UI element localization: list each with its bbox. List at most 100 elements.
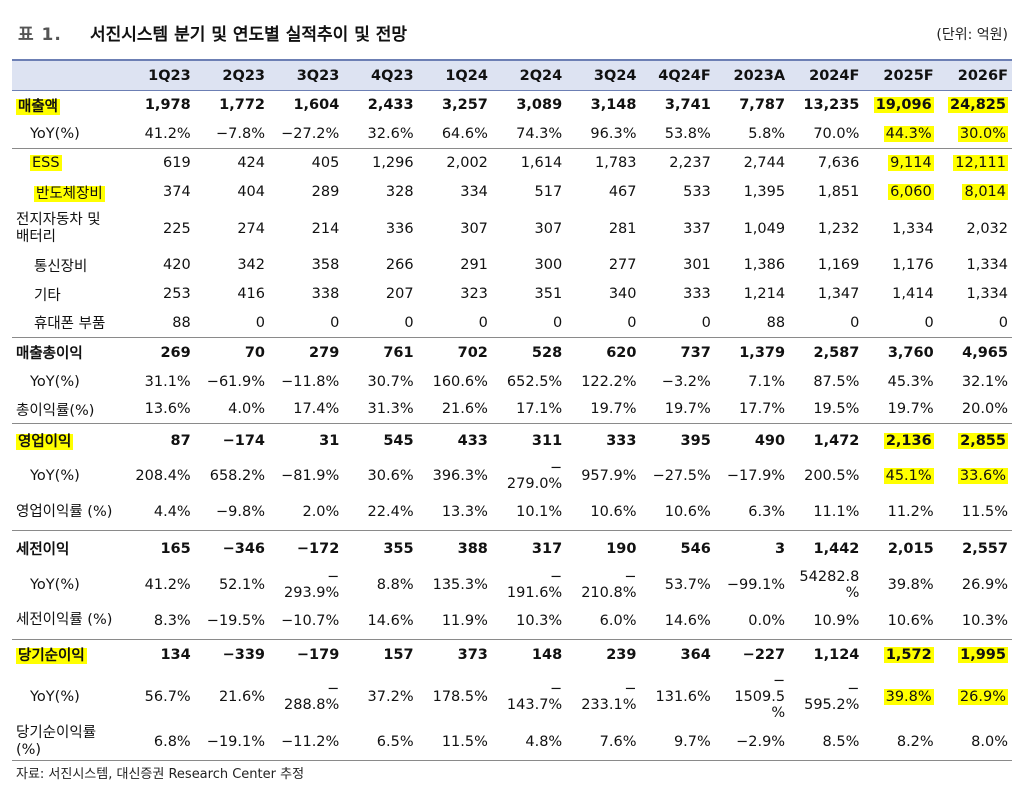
row-label: 영업이익률 (%): [12, 495, 120, 531]
cell-value: 41.2%: [144, 576, 191, 593]
table-row: 세전이익 165 −346 −172 355 388 317 190 546 3 1,442 2,01…: [12, 530, 1012, 567]
value-cell: 301: [641, 251, 715, 280]
cell-value: −346: [222, 540, 266, 557]
value-cell: 8.3%: [120, 603, 194, 640]
cell-value: 1,386: [743, 257, 786, 273]
cell-value: 467: [608, 184, 637, 200]
cell-value: 14.6%: [664, 612, 711, 629]
cell-value: 30.0%: [957, 125, 1008, 142]
value-cell: − 288.8%: [269, 670, 343, 725]
row-label: 세전이익: [12, 530, 121, 567]
cell-value: 2,237: [669, 155, 711, 172]
row-label-text: 매출액: [16, 98, 61, 115]
cell-value: 289: [311, 184, 340, 200]
value-cell: −172: [269, 530, 344, 567]
value-cell: 41.2%: [120, 120, 194, 149]
value-cell: 546: [640, 530, 715, 567]
cell-value: 8.3%: [153, 612, 191, 629]
value-cell: 702: [417, 337, 492, 368]
value-cell: 9.7%: [640, 724, 715, 761]
cell-value: 1,772: [219, 97, 266, 114]
cell-value: 26.9%: [957, 689, 1008, 705]
table-row: YoY(%) 41.2% −7.8% −27.2% 32.6% 64.6% 74.3% 96.…: [12, 120, 1012, 149]
cell-value: 21.6%: [441, 401, 488, 418]
value-cell: 1,851: [789, 178, 863, 207]
value-cell: −27.5%: [641, 458, 715, 495]
value-cell: 7.1%: [715, 368, 789, 396]
cell-value: 0: [627, 314, 637, 331]
value-cell: 10.9%: [789, 603, 863, 640]
value-cell: 1,395: [715, 178, 789, 207]
value-cell: 44.3%: [863, 120, 937, 149]
value-cell: 17.7%: [715, 396, 789, 424]
header-label-cell: [12, 59, 121, 91]
cell-value: 1,214: [743, 286, 786, 302]
row-label-text: YoY(%): [30, 689, 80, 705]
cell-value: 8.0%: [971, 734, 1008, 751]
value-cell: 52.1%: [195, 567, 269, 603]
cell-value: 87.5%: [813, 373, 860, 390]
cell-value: 54282.8 %: [799, 568, 860, 601]
cell-value: 70.0%: [813, 125, 860, 142]
value-cell: 19.7%: [863, 396, 937, 424]
table-row: YoY(%) 41.2% 52.1% − 293.9% 8.8% 135.3% − 191.…: [12, 567, 1012, 603]
cell-value: 957.9%: [581, 468, 637, 484]
cell-value: 0: [701, 314, 711, 331]
cell-value: 19.7%: [887, 401, 934, 418]
value-cell: −10.7%: [269, 603, 343, 640]
value-cell: 1,572: [863, 639, 938, 670]
value-cell: 424: [194, 148, 270, 178]
value-cell: 178.5%: [418, 670, 492, 725]
value-cell: 10.3%: [938, 603, 1012, 640]
cell-value: 253: [163, 286, 191, 302]
cell-value: 317: [531, 540, 563, 557]
value-cell: 208.4%: [120, 458, 194, 495]
cell-value: 340: [608, 286, 637, 302]
cell-value: 160.6%: [432, 373, 488, 390]
cell-value: 1,232: [817, 220, 860, 237]
cell-value: 208.4%: [135, 468, 191, 484]
value-cell: 17.4%: [269, 396, 343, 424]
cell-value: 1,296: [372, 155, 414, 172]
cell-value: 1,395: [743, 184, 786, 200]
cell-value: 4.8%: [525, 734, 563, 751]
cell-value: 1,379: [739, 344, 786, 361]
cell-value: 6,060: [888, 184, 934, 200]
value-cell: 2,136: [863, 423, 938, 458]
value-cell: 3,148: [566, 91, 640, 120]
value-cell: 207: [343, 280, 417, 309]
cell-value: 131.6%: [655, 689, 711, 705]
cell-value: 214: [311, 220, 340, 237]
value-cell: 2,002: [417, 148, 492, 178]
value-cell: 88: [120, 309, 194, 338]
value-cell: 39.8%: [863, 567, 937, 603]
cell-value: 373: [457, 646, 488, 663]
cell-value: 10.3%: [516, 612, 563, 629]
value-cell: 0: [938, 309, 1012, 338]
value-cell: 96.3%: [566, 120, 640, 149]
cell-value: 56.7%: [144, 689, 191, 705]
cell-value: 355: [383, 540, 414, 557]
cell-value: 88: [172, 314, 191, 331]
value-cell: 13.3%: [418, 495, 492, 531]
value-cell: 311: [491, 423, 567, 458]
header-2024f: 2024F: [789, 59, 864, 91]
cell-value: 6.3%: [748, 504, 786, 521]
value-cell: 1,347: [789, 280, 863, 309]
cell-value: 351: [534, 286, 563, 302]
cell-value: 1,442: [813, 540, 860, 557]
value-cell: 165: [120, 530, 195, 567]
value-cell: 2,557: [937, 530, 1012, 567]
value-cell: −61.9%: [195, 368, 269, 396]
value-cell: 0: [492, 309, 566, 338]
cell-value: 87: [170, 432, 191, 449]
value-cell: 328: [343, 178, 417, 207]
header-3q24: 3Q24: [566, 59, 641, 91]
value-cell: 5.8%: [715, 120, 789, 149]
row-label-text: YoY(%): [30, 125, 80, 142]
value-cell: 545: [343, 423, 418, 458]
cell-value: −27.5%: [652, 468, 711, 484]
header-2q24: 2Q24: [491, 59, 567, 91]
cell-value: 88: [766, 314, 786, 331]
value-cell: 2,433: [343, 91, 417, 120]
